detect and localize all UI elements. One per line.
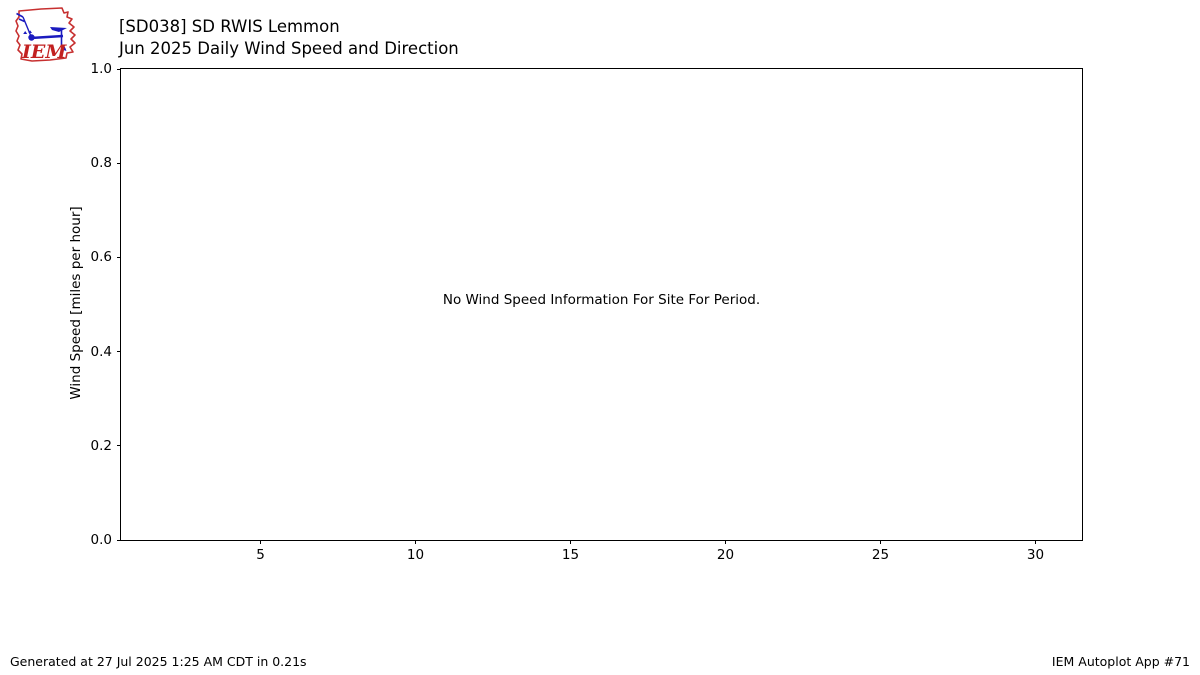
x-tick-label: 5: [256, 547, 265, 563]
x-tick-mark: [260, 540, 261, 544]
y-tick-label: 0.0: [90, 532, 112, 548]
x-tick-mark: [415, 540, 416, 544]
y-tick-mark: [117, 256, 121, 258]
y-tick-mark: [117, 539, 121, 541]
iem-logo: IEM: [15, 7, 76, 63]
x-tick-label: 25: [871, 547, 890, 563]
x-tick-mark: [880, 540, 881, 544]
x-tick-label: 10: [406, 547, 425, 563]
x-tick-label: 15: [561, 547, 580, 563]
chart-title: [SD038] SD RWIS Lemmon Jun 2025 Daily Wi…: [119, 16, 459, 59]
iem-logo-text: IEM: [21, 41, 67, 63]
y-tick-mark: [117, 351, 121, 353]
y-tick-mark: [117, 445, 121, 447]
iowa-outline-icon: [15, 7, 76, 62]
x-tick-mark: [725, 540, 726, 544]
y-tick-label: 0.8: [90, 155, 112, 172]
y-tick-label: 0.6: [90, 249, 112, 266]
y-axis-label: Wind Speed [miles per hour]: [68, 206, 84, 400]
wind-vane-icon: [16, 12, 67, 51]
app-credit-text: IEM Autoplot App #71: [1051, 654, 1190, 669]
y-tick-label: 0.4: [90, 343, 112, 360]
x-tick-label: 20: [716, 547, 735, 563]
x-tick-mark: [1035, 540, 1036, 544]
y-tick-mark: [117, 162, 121, 164]
x-tick-label: 30: [1026, 547, 1045, 563]
y-tick-label: 0.2: [90, 437, 112, 454]
x-tick-mark: [570, 540, 571, 544]
no-data-message: No Wind Speed Information For Site For P…: [442, 291, 761, 308]
y-tick-label: 1.0: [90, 61, 112, 77]
title-line-1: [SD038] SD RWIS Lemmon: [119, 17, 340, 36]
y-tick-mark: [117, 68, 121, 70]
generated-at-text: Generated at 27 Jul 2025 1:25 AM CDT in …: [10, 654, 307, 669]
title-line-2: Jun 2025 Daily Wind Speed and Direction: [119, 38, 459, 58]
plot-area: No Wind Speed Information For Site For P…: [91, 61, 1083, 563]
